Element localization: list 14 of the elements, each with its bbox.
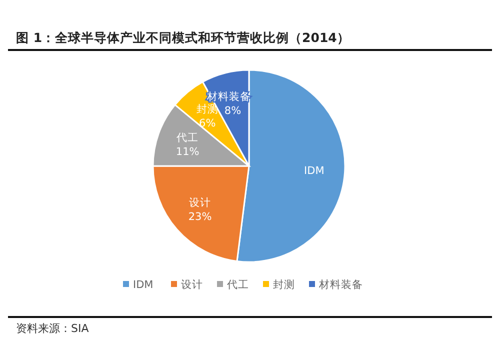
text: 资料来源：SIA: [16, 322, 90, 335]
legend-label: IDM: [133, 279, 154, 291]
legend-label: 封测: [273, 278, 295, 291]
legend-label: 材料装备: [318, 278, 363, 291]
data-label: 23%: [188, 211, 212, 224]
legend-label: 设计: [181, 278, 203, 291]
slice-label: IDM: [304, 165, 324, 178]
data-label: 11%: [176, 146, 200, 158]
slice-label: 设计: [189, 196, 212, 210]
legend-label: 代工: [226, 279, 249, 291]
slice-label: 代工: [176, 132, 199, 144]
data-label: 8%: [224, 104, 242, 117]
chart-title: 图 1：全球半导体产业不同模式和环节营收比例（2014）: [16, 30, 350, 45]
data-label: 6%: [199, 118, 216, 130]
